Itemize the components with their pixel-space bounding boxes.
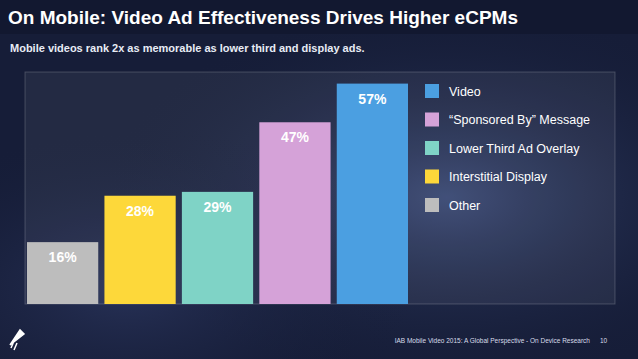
legend-swatch	[425, 198, 439, 212]
legend-swatch	[425, 141, 439, 155]
background-glow	[0, 0, 638, 359]
legend-swatch	[425, 113, 439, 127]
data-label: 28%	[126, 203, 155, 219]
legend-swatch	[425, 84, 439, 98]
logo	[10, 330, 24, 350]
bar	[27, 242, 98, 304]
bar	[182, 192, 253, 304]
legend-label: “Sponsored By” Message	[449, 113, 590, 127]
data-label: 29%	[203, 199, 232, 215]
plot-frame	[25, 72, 615, 304]
source-note: IAB Mobile Video 2015: A Global Perspect…	[395, 337, 591, 345]
data-label: 47%	[281, 129, 310, 145]
data-label: 16%	[49, 249, 78, 265]
data-label: 57%	[358, 91, 387, 107]
legend-label: Interstitial Display	[449, 170, 548, 184]
bar	[337, 84, 408, 304]
legend-label: Other	[449, 199, 480, 213]
data-labels: 16% 28% 29% 47% 57%	[49, 91, 387, 266]
bars	[27, 84, 408, 304]
background-glow	[0, 0, 638, 359]
bar	[104, 196, 175, 304]
legend-swatch	[425, 170, 439, 184]
background	[0, 0, 638, 359]
chart: On Mobile: Video Ad Effectiveness Drives…	[0, 0, 638, 359]
legend-label: Lower Third Ad Overlay	[449, 142, 580, 156]
title-bar	[0, 0, 638, 34]
legend-label: Video	[449, 85, 481, 99]
page-number: 10	[600, 337, 608, 344]
legend: Video “Sponsored By” Message Lower Third A…	[425, 84, 590, 213]
subtitle: Mobile videos rank 2x as memorable as lo…	[10, 42, 365, 54]
bar	[259, 122, 330, 304]
title: On Mobile: Video Ad Effectiveness Drives…	[8, 7, 518, 28]
